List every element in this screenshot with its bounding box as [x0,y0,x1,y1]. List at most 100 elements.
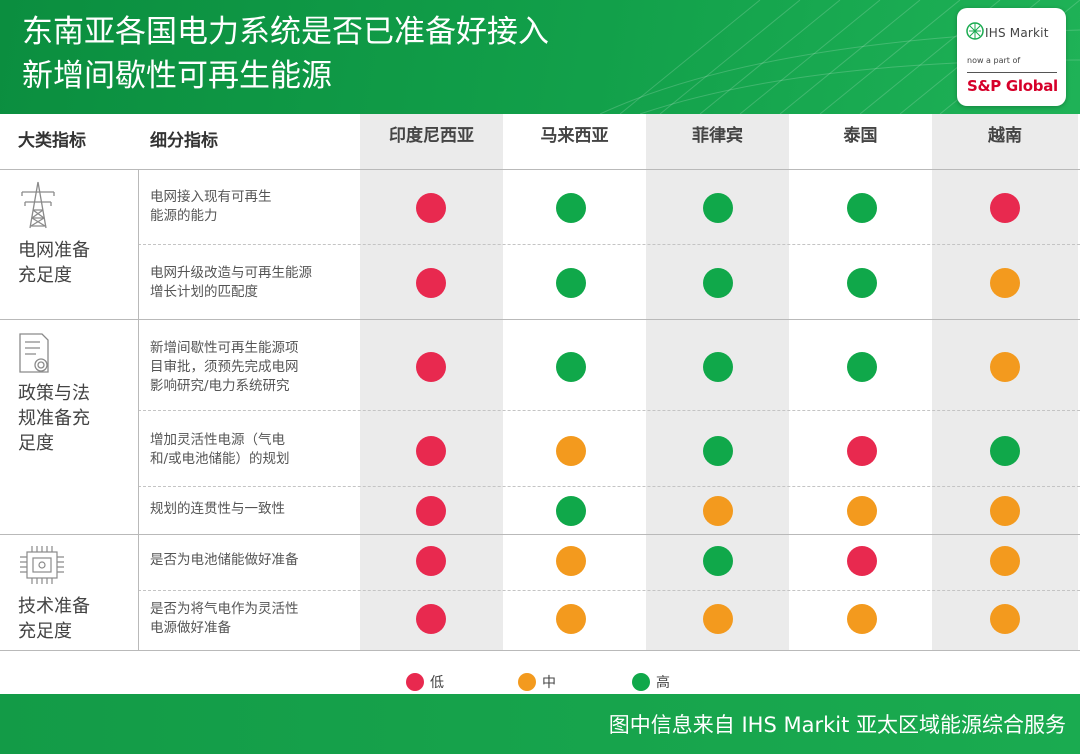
rating-dot-row3-indonesia [416,352,446,382]
logo-parent: S&P Global [967,77,1058,95]
category-label-line: 充足度 [18,621,72,642]
category-tech-label: 技术准备 充足度 [18,594,90,644]
rating-dot-row3-vietnam [990,352,1020,382]
category-column-divider [138,169,139,650]
subindicator-column-header: 细分指标 [150,131,218,151]
rating-dot-row3-philippines [703,352,733,382]
rating-dot-row4-thailand [847,436,877,466]
row-divider [138,590,1080,591]
title-line-2: 新增间歇性可再生能源 [22,58,332,94]
rating-dot-row2-malaysia [556,268,586,298]
legend-high-label: 高 [656,675,670,691]
category-column-header: 大类指标 [18,131,86,151]
subindicator-line: 影响研究/电力系统研究 [150,378,290,394]
subindicator-row-6: 是否为电池储能做好准备 [150,551,299,570]
subindicator-row-5: 规划的连贯性与一致性 [150,500,285,519]
category-policy-label: 政策与法 规准备充 足度 [18,381,90,456]
row-divider [138,410,1080,411]
logo-divider [967,72,1057,73]
category-label-line: 充足度 [18,265,72,286]
page-title: 东南亚各国电力系统是否已准备好接入 新增间歇性可再生能源 [22,10,549,98]
legend-high-swatch [632,673,650,691]
rating-dot-row1-philippines [703,193,733,223]
legend-medium-swatch [518,673,536,691]
subindicator-line: 规划的连贯性与一致性 [150,501,285,517]
subindicator-line: 是否为将气电作为灵活性 [150,601,299,617]
country-header-malaysia: 马来西亚 [540,126,609,146]
category-grid-label: 电网准备 充足度 [18,238,90,288]
subindicator-line: 目审批，须预先完成电网 [150,359,299,375]
rating-dot-row5-malaysia [556,496,586,526]
rating-dot-row7-vietnam [990,604,1020,634]
rating-dot-row2-thailand [847,268,877,298]
category-label-line: 电网准备 [18,240,90,261]
rating-dot-row6-thailand [847,546,877,576]
country-header-philippines: 菲律宾 [692,126,743,146]
footer-banner: 图中信息来自 IHS Markit 亚太区域能源综合服务 [0,694,1080,754]
rating-dot-row5-philippines [703,496,733,526]
rating-dot-row2-vietnam [990,268,1020,298]
ihs-markit-icon [966,22,984,40]
rating-dot-row4-philippines [703,436,733,466]
power-tower-icon [21,181,55,229]
rating-dot-row6-vietnam [990,546,1020,576]
document-seal-icon [19,333,49,373]
row-divider [138,244,1080,245]
rating-dot-row4-vietnam [990,436,1020,466]
chip-icon [20,546,64,584]
rating-dot-row1-vietnam [990,193,1020,223]
subindicator-line: 电网接入现有可再生 [150,189,272,205]
rating-dot-row3-thailand [847,352,877,382]
rating-dot-row4-malaysia [556,436,586,466]
rating-dot-row3-malaysia [556,352,586,382]
rating-dot-row6-indonesia [416,546,446,576]
subindicator-row-4: 增加灵活性电源（气电 和/或电池储能）的规划 [150,431,290,469]
subindicator-line: 是否为电池储能做好准备 [150,552,299,568]
rating-dot-row6-philippines [703,546,733,576]
ihs-sp-logo: IHS Markit now a part of S&P Global [957,8,1066,106]
category-label-line: 技术准备 [18,596,90,617]
rating-dot-row1-malaysia [556,193,586,223]
category-label-line: 规准备充 [18,408,90,429]
rating-dot-row7-thailand [847,604,877,634]
legend-medium-label: 中 [542,675,556,691]
rating-dot-row5-indonesia [416,496,446,526]
subindicator-row-7: 是否为将气电作为灵活性 电源做好准备 [150,600,299,638]
country-header-vietnam: 越南 [988,126,1022,146]
rating-dot-row1-thailand [847,193,877,223]
logo-brand: IHS Markit [985,26,1049,40]
table-bottom-line [0,650,1080,651]
row-divider [138,486,1080,487]
category-label-line: 政策与法 [18,383,90,404]
subindicator-line: 电网升级改造与可再生能源 [150,265,312,281]
rating-dot-row4-indonesia [416,436,446,466]
source-note: 图中信息来自 IHS Markit 亚太区域能源综合服务 [608,713,1066,737]
subindicator-line: 新增间歇性可再生能源项 [150,340,299,356]
legend-low-swatch [406,673,424,691]
title-line-1: 东南亚各国电力系统是否已准备好接入 [22,14,549,50]
logo-tagline: now a part of [967,56,1021,65]
subindicator-line: 增长计划的匹配度 [150,284,258,300]
legend-low-label: 低 [430,675,444,691]
subindicator-row-1: 电网接入现有可再生 能源的能力 [150,188,272,226]
rating-dot-row1-indonesia [416,193,446,223]
rating-dot-row2-philippines [703,268,733,298]
rating-dot-row5-vietnam [990,496,1020,526]
category-divider [0,534,1080,535]
category-divider [0,319,1080,320]
subindicator-line: 能源的能力 [150,208,218,224]
rating-dot-row2-indonesia [416,268,446,298]
subindicator-row-3: 新增间歇性可再生能源项 目审批，须预先完成电网 影响研究/电力系统研究 [150,339,299,396]
subindicator-line: 电源做好准备 [150,620,231,636]
subindicator-row-2: 电网升级改造与可再生能源 增长计划的匹配度 [150,264,312,302]
rating-dot-row7-malaysia [556,604,586,634]
country-header-thailand: 泰国 [843,126,878,146]
rating-dot-row7-indonesia [416,604,446,634]
rating-dot-row6-malaysia [556,546,586,576]
header-banner: 东南亚各国电力系统是否已准备好接入 新增间歇性可再生能源 IHS Markit … [0,0,1080,114]
header-divider [0,169,1080,170]
country-header-indonesia: 印度尼西亚 [389,126,474,146]
subindicator-line: 和/或电池储能）的规划 [150,451,290,467]
category-label-line: 足度 [18,433,54,454]
subindicator-line: 增加灵活性电源（气电 [150,432,285,448]
